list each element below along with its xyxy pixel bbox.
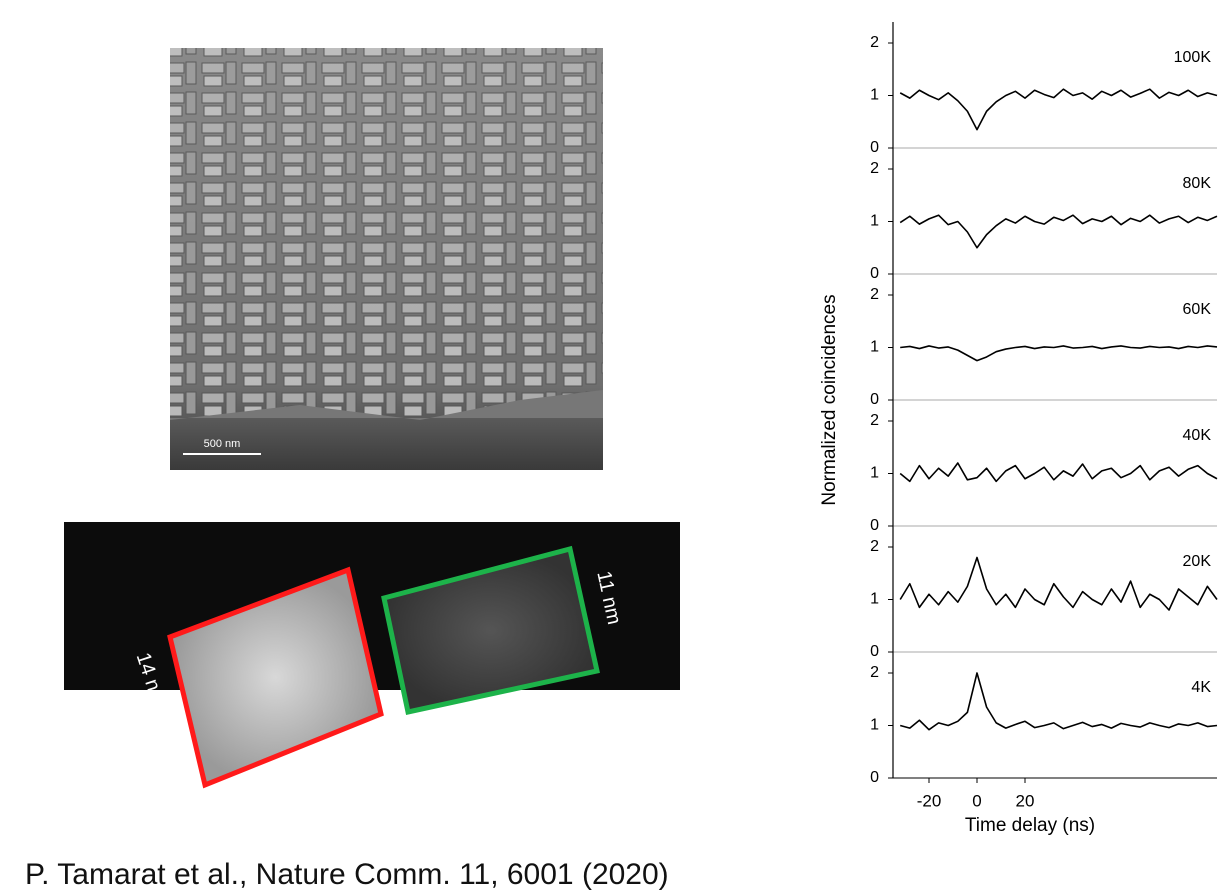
y-tick-label: 1 — [870, 339, 879, 356]
panel-label: 40K — [1183, 427, 1212, 444]
panel-label: 60K — [1183, 301, 1212, 318]
panel-label: 80K — [1183, 175, 1212, 192]
y-tick-label: 0 — [870, 265, 879, 282]
y-tick-label: 1 — [870, 717, 879, 734]
data-line — [899, 214, 1218, 249]
y-tick-label: 2 — [870, 538, 879, 555]
scale-label: 500 nm — [204, 438, 241, 450]
data-line — [899, 88, 1218, 131]
y-tick-label: 0 — [870, 643, 879, 660]
sem-rods — [170, 48, 603, 418]
y-tick-label: 1 — [870, 591, 879, 608]
citation: P. Tamarat et al., Nature Comm. 11, 6001… — [25, 858, 669, 891]
y-tick-label: 1 — [870, 465, 879, 482]
data-line — [899, 672, 1218, 731]
x-tick-label: -20 — [917, 791, 942, 810]
y-tick-label: 0 — [870, 139, 879, 156]
y-tick-label: 0 — [870, 391, 879, 408]
x-tick-label: 20 — [1016, 791, 1035, 810]
y-tick-label: 2 — [870, 160, 879, 177]
y-tick-label: 1 — [870, 87, 879, 104]
data-line — [899, 462, 1218, 483]
y-tick-label: 2 — [870, 34, 879, 51]
y-tick-label: 0 — [870, 517, 879, 534]
sem-image: 500 nm — [170, 48, 603, 470]
panel-label: 100K — [1174, 49, 1212, 66]
y-tick-label: 2 — [870, 664, 879, 681]
y-tick-label: 2 — [870, 412, 879, 429]
data-line — [899, 556, 1218, 611]
x-axis-title: Time delay (ns) — [965, 815, 1095, 836]
x-tick-label: 0 — [972, 791, 981, 810]
panel-label: 4K — [1191, 679, 1211, 696]
red-box — [167, 566, 384, 789]
data-line — [900, 345, 1218, 362]
y-axis-title: Normalized coincidences — [819, 294, 840, 505]
chart: 0 1 2 100K Normalized coincidences 0 1 2 80K 0 1 2 6… — [819, 22, 1218, 836]
sem-edge — [170, 390, 603, 420]
tem-image: 14 nm 17 nm 19 nm 11 nm — [64, 522, 680, 789]
y-tick-label: 0 — [870, 769, 879, 786]
tem-label: 19 nm — [475, 704, 534, 739]
y-tick-label: 2 — [870, 286, 879, 303]
panel-label: 20K — [1183, 553, 1212, 570]
green-box — [381, 545, 600, 715]
y-tick-label: 1 — [870, 213, 879, 230]
